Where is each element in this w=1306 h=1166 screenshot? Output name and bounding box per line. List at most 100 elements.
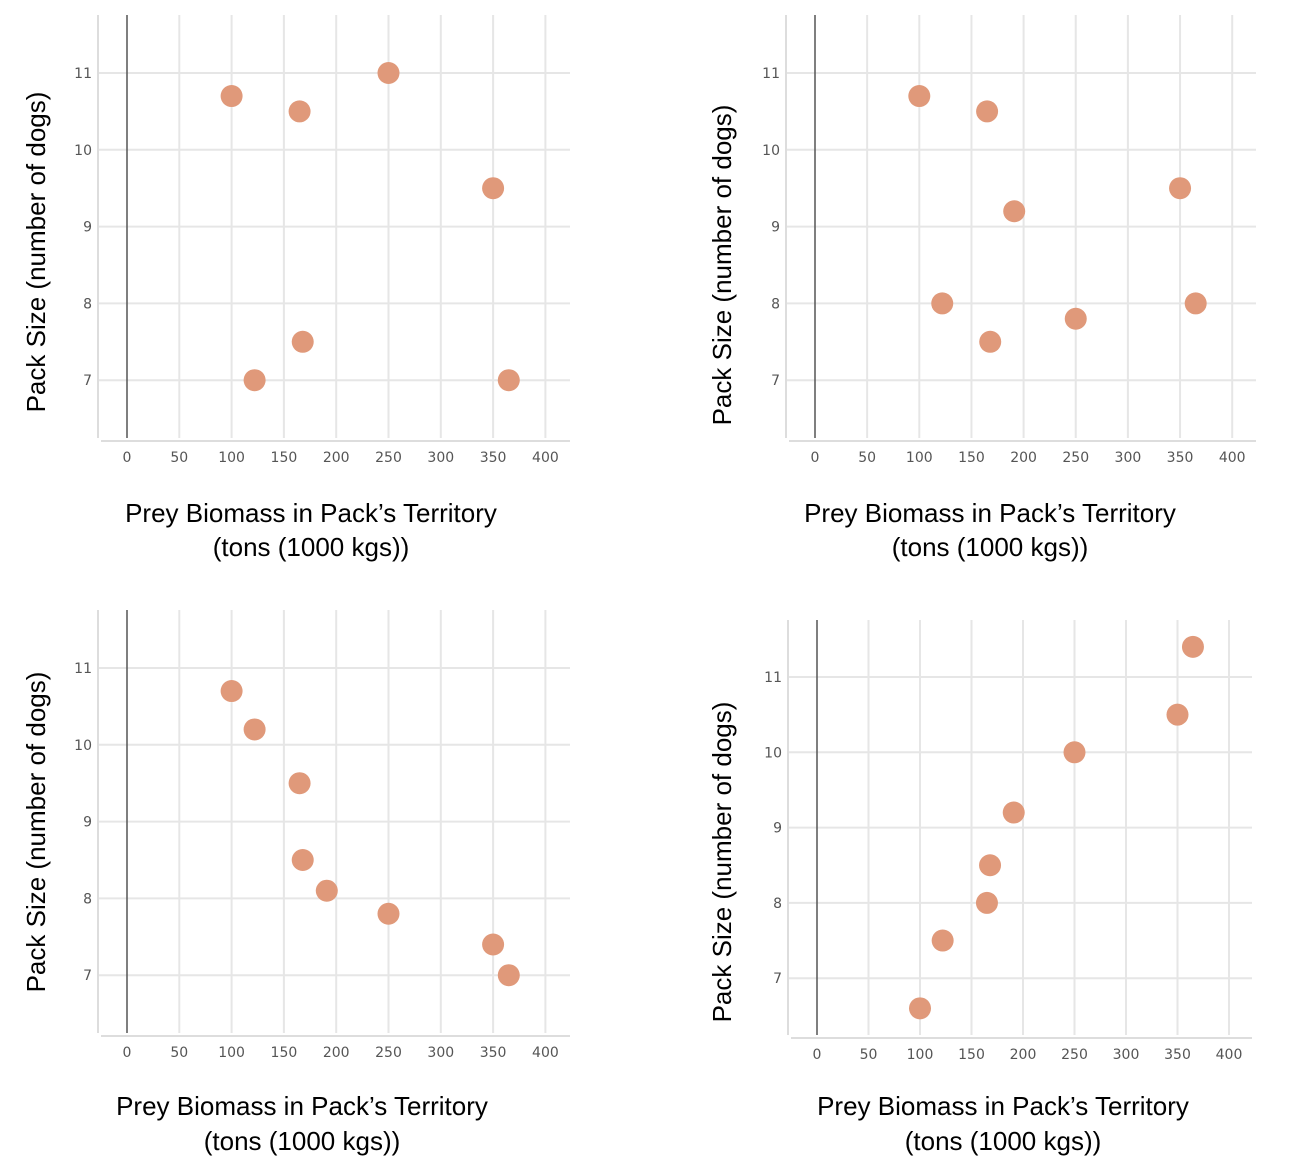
x-tick-label: 50: [170, 1045, 188, 1061]
x-tick-label: 150: [958, 450, 985, 466]
y-tick-label: 8: [83, 891, 92, 907]
x-tick-label: 0: [811, 450, 820, 466]
x-tick-label: 100: [906, 450, 933, 466]
x-tick-label: 0: [123, 1045, 132, 1061]
y-tick-label: 11: [74, 66, 92, 82]
y-tick-label: 10: [764, 745, 782, 761]
data-point: [908, 85, 931, 108]
data-point: [1002, 801, 1025, 824]
x-axis-label-units: (tons (1000 kgs)): [204, 1126, 401, 1156]
x-tick-label: 400: [1216, 1047, 1243, 1063]
x-axis-label: Prey Biomass in Pack’s Territory: [116, 1091, 488, 1121]
x-tick-label: 50: [858, 450, 876, 466]
x-tick-label: 250: [375, 450, 402, 466]
x-axis-label: Prey Biomass in Pack’s Territory: [817, 1091, 1189, 1121]
y-tick-label: 8: [773, 896, 782, 912]
data-point: [1169, 177, 1192, 200]
x-tick-label: 300: [1115, 450, 1142, 466]
x-tick-label: 200: [323, 1045, 350, 1061]
data-point: [315, 879, 338, 902]
x-tick-label: 50: [860, 1047, 878, 1063]
x-tick-label: 250: [1061, 1047, 1088, 1063]
data-point: [220, 680, 243, 703]
data-point: [975, 891, 998, 914]
x-tick-label: 300: [427, 1045, 454, 1061]
data-point: [1184, 292, 1207, 315]
x-tick-label: 300: [1113, 1047, 1140, 1063]
chart-2: 0 50 100 150 200 250 300 350 400 7 8 9 10 11 Pack Size…: [707, 15, 1256, 562]
x-tick-label: 350: [1164, 1047, 1191, 1063]
data-point: [979, 330, 1002, 353]
y-tick-label: 10: [762, 143, 780, 159]
y-axis-label: Pack Size (number of dogs): [707, 105, 737, 426]
y-tick-label: 11: [764, 670, 782, 686]
x-tick-label: 200: [1010, 1047, 1037, 1063]
y-tick-label: 7: [773, 971, 782, 987]
x-tick-label: 150: [271, 1045, 298, 1061]
data-point: [291, 849, 314, 871]
data-point: [931, 292, 954, 315]
data-point: [1063, 741, 1086, 764]
data-point: [288, 100, 311, 123]
data-point: [1003, 200, 1026, 223]
y-axis-label: Pack Size (number of dogs): [707, 702, 737, 1023]
x-axis-label: Prey Biomass in Pack’s Territory: [804, 498, 1176, 528]
x-tick-label: 400: [532, 450, 559, 466]
x-tick-label: 250: [1062, 450, 1089, 466]
x-axis-label-units: (tons (1000 kgs)): [213, 532, 410, 562]
y-axis-label: Pack Size (number of dogs): [21, 672, 51, 993]
x-tick-label: 100: [218, 450, 245, 466]
x-tick-label: 350: [480, 1045, 507, 1061]
x-tick-label: 300: [427, 450, 454, 466]
x-tick-label: 0: [813, 1047, 822, 1063]
x-tick-label: 50: [170, 450, 188, 466]
chart-3: 0 50 100 150 200 250 300 350 400 7 8 9 10 11 Pack Size…: [21, 610, 570, 1156]
data-point: [976, 100, 999, 123]
data-point: [291, 330, 314, 353]
x-tick-label: 400: [1219, 450, 1246, 466]
y-tick-label: 11: [74, 661, 92, 677]
y-tick-label: 8: [771, 296, 780, 312]
y-tick-label: 10: [74, 738, 92, 754]
x-tick-label: 250: [375, 1045, 402, 1061]
data-point: [497, 964, 520, 987]
data-point: [497, 369, 520, 392]
data-point: [1181, 635, 1204, 658]
y-tick-label: 7: [83, 373, 92, 389]
x-tick-label: 150: [958, 1047, 985, 1063]
data-point: [931, 929, 954, 952]
y-tick-label: 9: [83, 220, 92, 236]
x-tick-label: 150: [271, 450, 298, 466]
x-tick-label: 200: [1010, 450, 1037, 466]
y-tick-label: 9: [773, 821, 782, 837]
x-tick-label: 200: [323, 450, 350, 466]
data-point: [377, 62, 400, 84]
data-point: [243, 369, 266, 392]
x-tick-label: 100: [907, 1047, 934, 1063]
x-tick-label: 0: [123, 450, 132, 466]
x-tick-label: 350: [480, 450, 507, 466]
y-tick-label: 7: [83, 968, 92, 984]
x-axis-label-units: (tons (1000 kgs)): [905, 1126, 1102, 1156]
x-axis-label: Prey Biomass in Pack’s Territory: [125, 498, 497, 528]
data-point: [243, 718, 266, 741]
data-point: [979, 854, 1002, 877]
y-tick-label: 10: [74, 143, 92, 159]
data-point: [482, 933, 505, 956]
y-tick-label: 8: [83, 296, 92, 312]
y-tick-label: 7: [771, 373, 780, 389]
data-point: [377, 902, 400, 925]
y-tick-label: 9: [83, 815, 92, 831]
y-axis-label: Pack Size (number of dogs): [21, 92, 51, 413]
x-tick-label: 100: [218, 1045, 245, 1061]
x-tick-label: 400: [532, 1045, 559, 1061]
data-point: [1064, 307, 1087, 330]
chart-4: 0 50 100 150 200 250 300 350 400 7 8 9 10 11 Pack Size…: [707, 620, 1252, 1156]
data-point: [482, 177, 505, 200]
y-tick-label: 9: [771, 220, 780, 236]
data-point: [220, 85, 243, 108]
chart-1: 0 50 100 150 200 250 300 350 400 7 8 9 10 11 Pack Size…: [21, 15, 570, 562]
x-axis-label-units: (tons (1000 kgs)): [892, 532, 1089, 562]
